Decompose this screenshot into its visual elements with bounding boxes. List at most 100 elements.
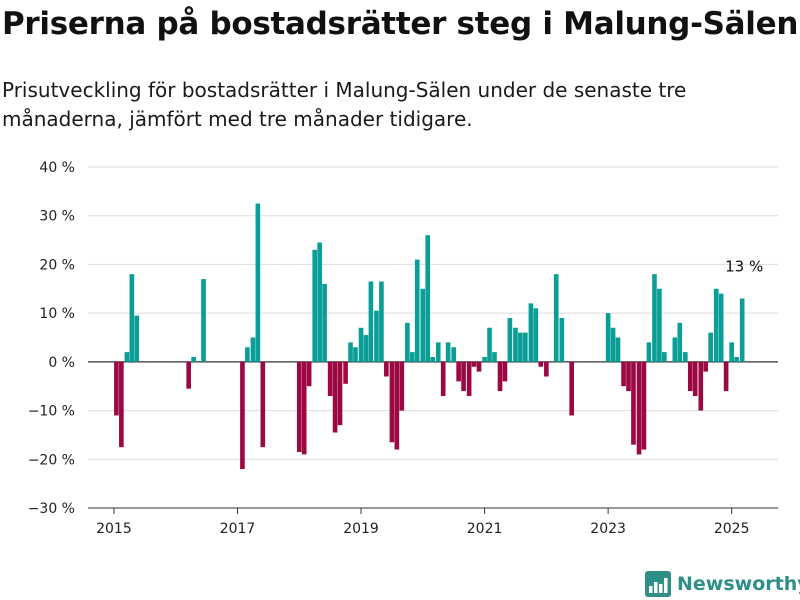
bar	[482, 356, 487, 362]
x-axis: 2015 2017 2019 2021 2023 2025	[88, 507, 778, 537]
bar	[405, 322, 410, 362]
bar	[368, 281, 374, 362]
bar	[191, 356, 196, 362]
bar	[615, 337, 621, 362]
bar	[322, 283, 327, 362]
bar	[677, 322, 683, 362]
bar	[523, 332, 528, 362]
bar	[698, 361, 704, 411]
bar	[129, 274, 135, 362]
annotation-label: 13 %	[725, 258, 763, 276]
bar	[502, 361, 508, 382]
x-tick-label: 2017	[220, 521, 256, 537]
y-tick-label: 10 %	[39, 306, 75, 322]
bar	[389, 361, 395, 443]
bar	[513, 327, 518, 362]
bar	[201, 279, 206, 362]
bar	[425, 235, 431, 362]
bar	[492, 352, 497, 362]
bar	[739, 298, 745, 362]
bar	[301, 361, 307, 455]
bar	[708, 332, 713, 362]
y-tick-label: 0 %	[48, 355, 75, 371]
bar	[332, 361, 338, 433]
bar	[384, 361, 389, 377]
bar	[353, 347, 358, 362]
bar	[306, 361, 312, 387]
bar	[430, 356, 435, 362]
bar	[379, 281, 384, 362]
newsworthy-logo: Newsworthy	[645, 570, 800, 598]
bar-series	[114, 203, 745, 470]
bar	[445, 342, 451, 362]
bar	[687, 361, 693, 392]
bar	[435, 342, 441, 362]
bar	[466, 361, 472, 396]
bar	[327, 361, 333, 396]
bar	[657, 288, 662, 362]
bar	[605, 313, 611, 362]
bar	[456, 361, 461, 382]
gridlines	[88, 166, 778, 460]
bar	[399, 361, 405, 411]
bar	[553, 274, 559, 362]
bar	[518, 332, 523, 362]
bar	[692, 361, 698, 396]
bar	[626, 361, 631, 392]
bar	[636, 361, 642, 455]
bar	[533, 308, 539, 362]
x-tick-label: 2023	[590, 521, 626, 537]
bar	[255, 203, 261, 362]
bar	[409, 352, 415, 362]
bar	[703, 361, 709, 372]
bar	[621, 361, 626, 387]
chart-subtitle: Prisutveckling för bostadsrätter i Malun…	[2, 78, 687, 131]
y-tick-label: −10 %	[28, 404, 75, 420]
bar	[718, 293, 724, 362]
bar	[374, 310, 379, 362]
bar	[729, 342, 734, 362]
bar	[394, 361, 400, 450]
bar	[296, 361, 302, 452]
bar	[672, 337, 678, 362]
bar	[662, 352, 667, 362]
y-tick-label: 30 %	[39, 209, 75, 225]
bar	[114, 361, 119, 416]
bar	[683, 352, 688, 362]
y-tick-label: 40 %	[39, 160, 75, 176]
brand-name: Newsworthy	[677, 573, 800, 595]
bar	[538, 361, 544, 367]
bar	[337, 361, 343, 426]
bar	[631, 361, 636, 445]
bar	[260, 361, 266, 448]
bar	[420, 288, 426, 362]
bar	[245, 347, 250, 362]
bar	[134, 315, 140, 362]
bar	[723, 361, 729, 392]
x-tick-label: 2019	[343, 521, 379, 537]
bar	[363, 335, 369, 362]
y-axis: −30 % −20 % −10 % 0 % 10 % 20 % 30 % 40 %	[28, 160, 75, 517]
x-tick-label: 2015	[96, 521, 132, 537]
bar	[734, 356, 739, 362]
bar	[317, 242, 322, 362]
bar	[487, 327, 492, 362]
bar	[250, 337, 256, 362]
chart-title: Priserna på bostadsrätter steg i Malung-…	[2, 6, 799, 42]
bar	[358, 327, 364, 362]
y-tick-label: −30 %	[28, 501, 75, 517]
x-tick-label: 2025	[714, 521, 750, 537]
bar	[544, 361, 549, 377]
bar	[348, 342, 353, 362]
bar	[186, 361, 191, 389]
bar	[569, 361, 574, 416]
bar	[652, 274, 657, 362]
bar	[713, 288, 719, 362]
bar	[119, 361, 124, 448]
bar	[451, 347, 457, 362]
bar	[559, 318, 565, 362]
newsworthy-logo-icon	[645, 571, 671, 597]
y-tick-label: −20 %	[28, 452, 75, 468]
bar	[471, 361, 477, 367]
